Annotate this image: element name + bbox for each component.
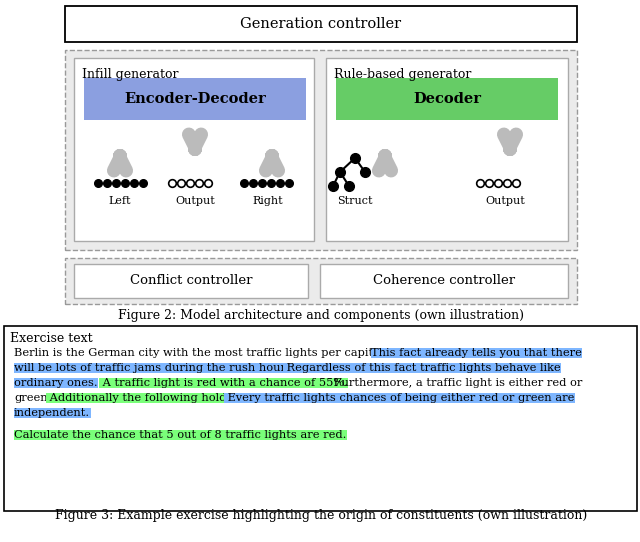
Text: Coherence controller: Coherence controller	[373, 274, 515, 287]
Text: Every traffic lights chances of being either red or green are: Every traffic lights chances of being ei…	[224, 393, 574, 403]
Text: green.: green.	[14, 393, 51, 403]
Text: This fact already tells you that there: This fact already tells you that there	[371, 348, 582, 358]
Text: Figure 2: Model architecture and components (own illustration): Figure 2: Model architecture and compone…	[118, 308, 524, 321]
Text: Additionally the following holds:: Additionally the following holds:	[46, 393, 236, 403]
Text: Left: Left	[109, 196, 131, 206]
Text: independent.: independent.	[14, 408, 90, 418]
Text: Regardless of this fact traffic lights behave like: Regardless of this fact traffic lights b…	[283, 363, 561, 373]
Text: A traffic light is red with a chance of 55%.: A traffic light is red with a chance of …	[99, 378, 348, 388]
Bar	[65, 258, 577, 304]
Bar	[65, 6, 577, 42]
Text: will be lots of traffic jams during the rush hour.: will be lots of traffic jams during the …	[14, 363, 289, 373]
Bar	[84, 78, 306, 120]
Text: Conflict controller: Conflict controller	[130, 274, 252, 287]
Bar	[74, 58, 314, 241]
Text: Encoder-Decoder: Encoder-Decoder	[124, 92, 266, 106]
Bar	[65, 50, 577, 250]
Bar	[4, 326, 637, 511]
Text: ordinary ones.: ordinary ones.	[14, 378, 98, 388]
Bar	[336, 78, 558, 120]
Bar	[320, 264, 568, 298]
Text: Figure 3: Example exercise highlighting the origin of constituents (own illustra: Figure 3: Example exercise highlighting …	[55, 509, 587, 522]
Text: Infill generator: Infill generator	[82, 68, 179, 81]
Text: Output: Output	[175, 196, 215, 206]
Text: Furthermore, a traffic light is either red or: Furthermore, a traffic light is either r…	[330, 378, 582, 388]
Text: Decoder: Decoder	[413, 92, 481, 106]
Bar	[74, 264, 308, 298]
Text: Berlin is the German city with the most traffic lights per capita.: Berlin is the German city with the most …	[14, 348, 387, 358]
Text: Exercise text: Exercise text	[10, 332, 93, 345]
Text: Struct: Struct	[337, 196, 372, 206]
Text: Calculate the chance that 5 out of 8 traffic lights are red.: Calculate the chance that 5 out of 8 tra…	[14, 430, 346, 440]
Text: Right: Right	[253, 196, 284, 206]
Bar	[326, 58, 568, 241]
Text: Generation controller: Generation controller	[241, 17, 401, 31]
Text: Output: Output	[485, 196, 525, 206]
Text: Rule-based generator: Rule-based generator	[334, 68, 472, 81]
